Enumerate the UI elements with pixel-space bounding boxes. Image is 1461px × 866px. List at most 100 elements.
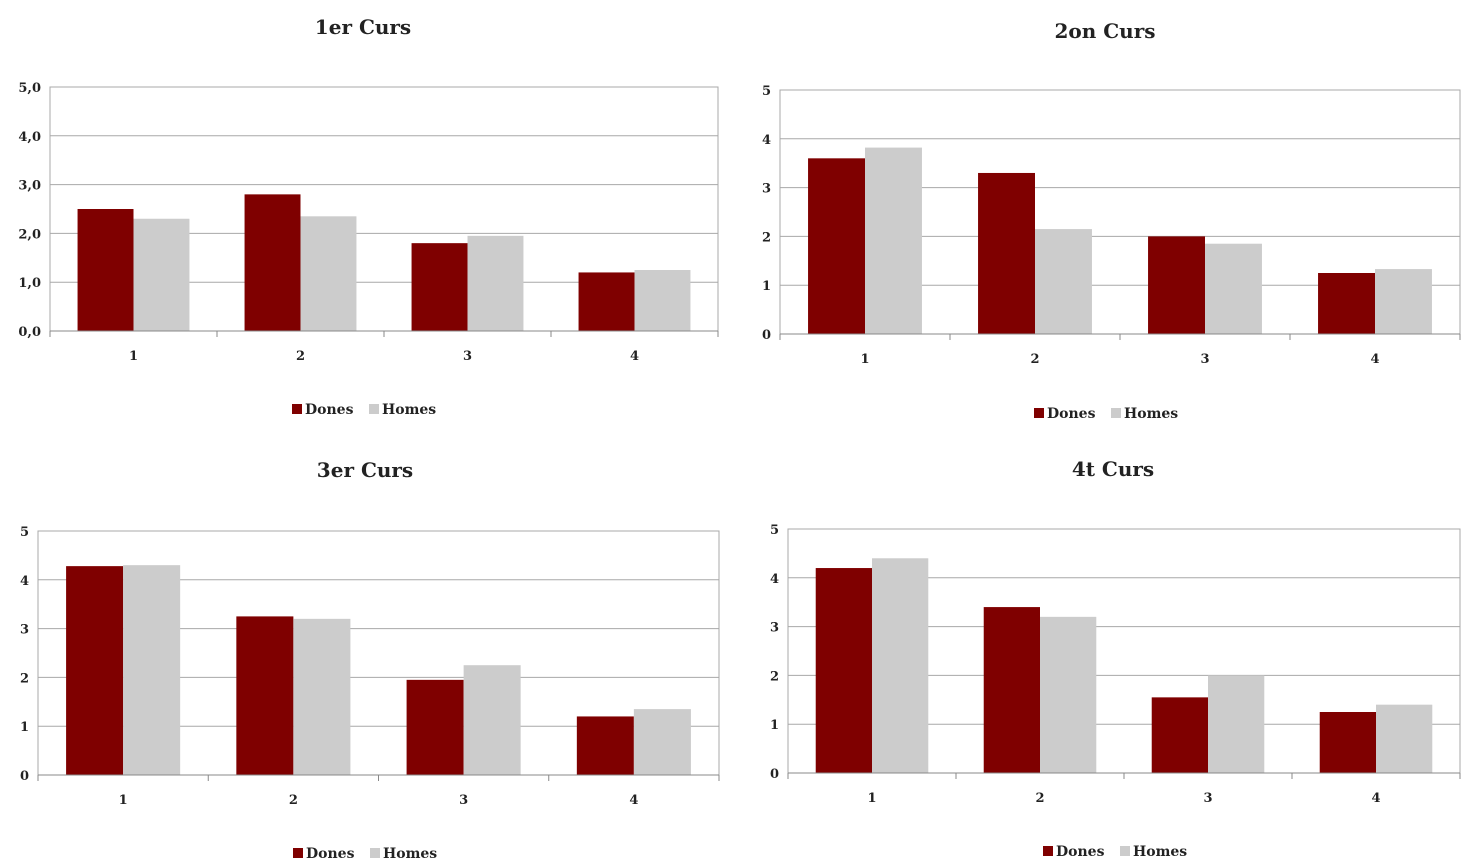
chart-title: 3er Curs <box>317 458 413 482</box>
y-tick-label: 0 <box>770 767 779 782</box>
y-tick-label: 1 <box>770 718 779 733</box>
legend-swatch-women <box>292 404 302 414</box>
bar-women-1 <box>815 568 872 773</box>
y-tick-label: 5 <box>762 84 771 99</box>
y-tick-label: 1,0 <box>18 276 41 291</box>
x-tick-label: 1 <box>129 349 138 364</box>
bar-men-2 <box>293 618 351 775</box>
chart-title: 2on Curs <box>1054 19 1155 43</box>
y-tick-label: 0 <box>762 328 771 343</box>
y-tick-label: 2 <box>20 671 29 686</box>
bar-women-2 <box>978 172 1035 334</box>
bar-women-4 <box>576 716 634 775</box>
bar-men-1 <box>865 147 922 334</box>
y-tick-label: 0,0 <box>18 325 41 340</box>
bar-men-4 <box>633 709 691 775</box>
legend-swatch-men <box>370 848 380 858</box>
legend-label-women: Dones <box>1047 406 1096 422</box>
y-tick-label: 2 <box>762 230 771 245</box>
x-tick-label: 2 <box>289 793 298 808</box>
y-tick-label: 5 <box>770 523 779 538</box>
y-tick-label: 0 <box>20 769 29 784</box>
legend-swatch-men <box>1111 408 1121 418</box>
y-tick-label: 4 <box>770 572 779 587</box>
y-tick-label: 3,0 <box>18 179 41 194</box>
x-tick-label: 4 <box>630 349 639 364</box>
bar-men-3 <box>467 235 524 331</box>
x-tick-label: 4 <box>1370 352 1379 367</box>
bar-men-2 <box>300 216 357 331</box>
y-tick-label: 5,0 <box>18 81 41 96</box>
y-tick-label: 4 <box>762 133 771 148</box>
legend-label-women: Dones <box>305 402 354 418</box>
bar-men-1 <box>872 558 929 773</box>
bar-men-4 <box>634 270 691 331</box>
x-tick-label: 1 <box>860 352 869 367</box>
x-tick-label: 4 <box>1371 791 1380 806</box>
y-tick-label: 5 <box>20 525 29 540</box>
bar-women-2 <box>236 616 294 775</box>
x-tick-label: 1 <box>867 791 876 806</box>
x-tick-label: 2 <box>1030 352 1039 367</box>
y-tick-label: 1 <box>762 279 771 294</box>
bar-women-2 <box>983 607 1040 773</box>
x-tick-label: 3 <box>463 349 472 364</box>
legend-label-men: Homes <box>1133 844 1187 860</box>
bar-women-4 <box>578 272 635 331</box>
bar-women-1 <box>66 566 124 775</box>
y-tick-label: 4,0 <box>18 130 41 145</box>
legend-label-men: Homes <box>1124 406 1178 422</box>
y-tick-label: 3 <box>20 623 29 638</box>
bar-women-3 <box>1148 236 1205 334</box>
chart-title: 4t Curs <box>1072 457 1154 481</box>
bar-men-4 <box>1375 269 1432 334</box>
x-tick-label: 2 <box>296 349 305 364</box>
bar-men-4 <box>1376 704 1433 773</box>
bar-women-3 <box>411 243 468 331</box>
bar-women-2 <box>244 194 301 331</box>
y-tick-label: 3 <box>762 182 771 197</box>
y-tick-label: 1 <box>20 720 29 735</box>
bar-men-3 <box>1208 675 1265 773</box>
y-tick-label: 4 <box>20 574 29 589</box>
bar-men-2 <box>1040 616 1097 773</box>
bar-women-3 <box>406 679 464 775</box>
legend-label-men: Homes <box>382 402 436 418</box>
x-tick-label: 3 <box>459 793 468 808</box>
x-tick-label: 1 <box>119 793 128 808</box>
bar-men-3 <box>463 665 521 775</box>
legend-label-women: Dones <box>306 846 355 862</box>
y-tick-label: 2 <box>770 669 779 684</box>
chart-title: 1er Curs <box>315 15 411 39</box>
bar-women-3 <box>1151 697 1208 773</box>
x-tick-label: 3 <box>1200 352 1209 367</box>
bar-men-2 <box>1035 229 1092 334</box>
bar-women-1 <box>808 158 865 334</box>
y-tick-label: 2,0 <box>18 227 41 242</box>
bar-women-4 <box>1318 273 1375 334</box>
bar-women-1 <box>77 209 134 331</box>
x-tick-label: 2 <box>1035 791 1044 806</box>
x-tick-label: 4 <box>629 793 638 808</box>
bar-men-3 <box>1205 243 1262 334</box>
legend-swatch-men <box>1120 846 1130 856</box>
legend-label-women: Dones <box>1056 844 1105 860</box>
legend-swatch-women <box>293 848 303 858</box>
x-tick-label: 3 <box>1203 791 1212 806</box>
bar-men-1 <box>123 565 181 775</box>
bar-men-1 <box>133 218 190 331</box>
y-tick-label: 3 <box>770 621 779 636</box>
legend-swatch-men <box>369 404 379 414</box>
bar-women-4 <box>1319 712 1376 773</box>
legend-swatch-women <box>1034 408 1044 418</box>
legend-swatch-women <box>1043 846 1053 856</box>
legend-label-men: Homes <box>383 846 437 862</box>
